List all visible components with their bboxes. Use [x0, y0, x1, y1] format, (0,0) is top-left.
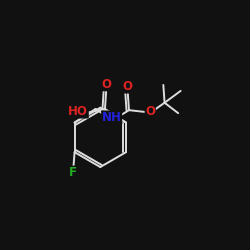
Text: O: O	[123, 80, 133, 93]
Text: HO: HO	[68, 105, 88, 118]
Text: O: O	[145, 105, 155, 118]
Text: O: O	[101, 78, 111, 91]
Text: F: F	[69, 166, 77, 179]
Text: NH: NH	[102, 111, 122, 124]
